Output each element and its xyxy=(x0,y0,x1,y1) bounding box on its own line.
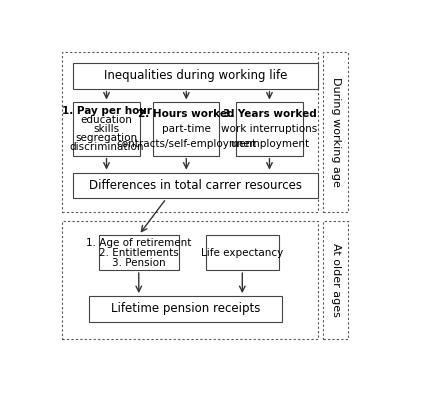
FancyBboxPatch shape xyxy=(153,103,219,156)
Text: segregation: segregation xyxy=(75,133,138,143)
Text: education: education xyxy=(81,115,132,125)
FancyBboxPatch shape xyxy=(74,173,318,198)
Text: 3. Pension: 3. Pension xyxy=(112,257,166,268)
Text: Differences in total carrer resources: Differences in total carrer resources xyxy=(89,179,302,192)
FancyBboxPatch shape xyxy=(237,103,303,156)
Text: At older ages: At older ages xyxy=(331,243,341,317)
Text: Lifetime pension receipts: Lifetime pension receipts xyxy=(111,303,260,316)
Text: 1. Pay per hour: 1. Pay per hour xyxy=(62,106,152,116)
Text: discrimination: discrimination xyxy=(69,142,144,152)
Text: 2. Entitlements: 2. Entitlements xyxy=(99,248,179,257)
Text: contracts/self-employment: contracts/self-employment xyxy=(116,139,256,149)
Text: 2. Hours worked: 2. Hours worked xyxy=(138,109,234,119)
Text: Life expectancy: Life expectancy xyxy=(201,248,283,257)
FancyBboxPatch shape xyxy=(99,235,179,270)
Text: During working age: During working age xyxy=(331,77,341,187)
Text: part-time: part-time xyxy=(162,124,211,134)
Text: 3. Years worked: 3. Years worked xyxy=(223,109,316,119)
Text: unemployment: unemployment xyxy=(230,139,309,149)
FancyBboxPatch shape xyxy=(206,235,279,270)
Text: 1. Age of retirement: 1. Age of retirement xyxy=(86,238,191,248)
Text: work interruptions: work interruptions xyxy=(221,124,318,134)
FancyBboxPatch shape xyxy=(88,296,282,322)
Text: Inequalities during working life: Inequalities during working life xyxy=(104,69,287,82)
Text: skills: skills xyxy=(93,124,120,134)
FancyBboxPatch shape xyxy=(74,63,318,89)
FancyBboxPatch shape xyxy=(74,103,140,156)
